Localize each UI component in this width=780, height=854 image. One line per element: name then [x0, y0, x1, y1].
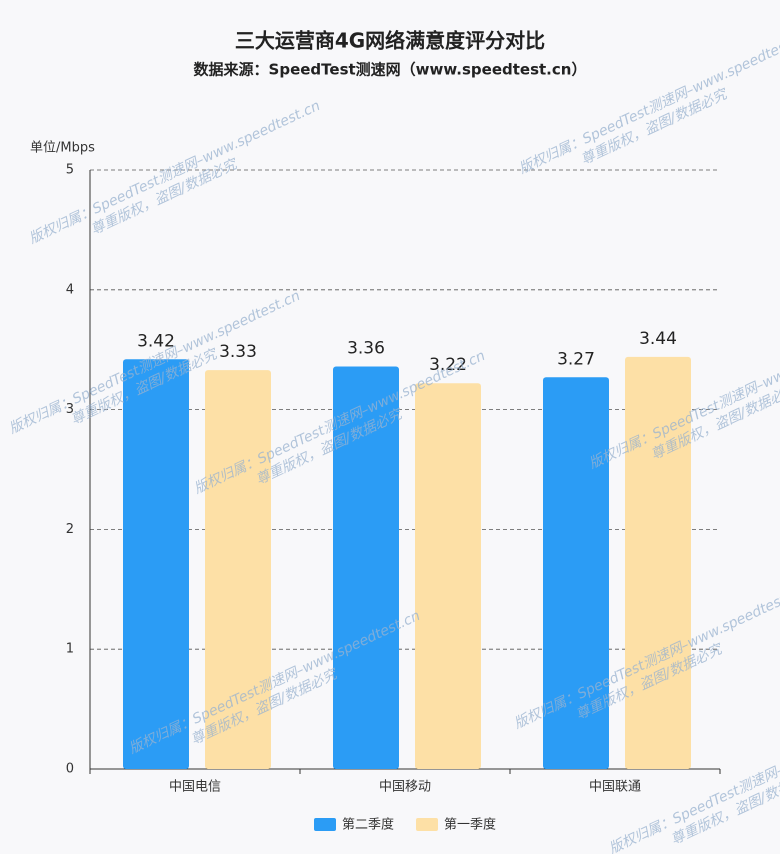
y-tick-label: 1 — [66, 642, 74, 657]
bar — [333, 366, 399, 769]
bar — [415, 383, 481, 769]
bar — [205, 370, 271, 769]
value-label: 3.42 — [137, 331, 175, 351]
x-tick-label: 中国移动 — [379, 780, 431, 795]
watermark: 版权归属：SpeedTest测速网–www.speedtest.cn尊重版权，盗… — [517, 28, 780, 177]
y-tick-label: 5 — [66, 163, 74, 178]
bar — [625, 356, 691, 769]
watermark-text: 版权归属：SpeedTest测速网–www.speedtest.cn — [517, 28, 780, 177]
y-tick-label: 3 — [66, 402, 74, 417]
y-tick-label: 0 — [66, 762, 74, 777]
chart-subtitle: 数据来源：SpeedTest测速网（www.speedtest.cn） — [194, 61, 587, 79]
legend-swatch — [416, 818, 438, 831]
y-axis-label: 单位/Mbps — [30, 141, 95, 156]
legend-swatch — [314, 818, 336, 831]
x-tick-label: 中国联通 — [589, 780, 641, 795]
y-tick-label: 2 — [66, 522, 74, 537]
value-label: 3.22 — [429, 355, 467, 375]
value-label: 3.33 — [219, 342, 257, 362]
legend-label: 第一季度 — [444, 817, 496, 833]
x-tick-label: 中国电信 — [169, 780, 221, 795]
bar — [123, 359, 189, 769]
value-label: 3.36 — [347, 338, 385, 358]
chart-title: 三大运营商4G网络满意度评分对比 — [235, 29, 545, 53]
bar — [543, 377, 609, 769]
value-label: 3.44 — [639, 329, 677, 349]
watermark: 版权归属：SpeedTest测速网–www.speedtest.cn尊重版权，盗… — [27, 98, 323, 247]
value-label: 3.27 — [557, 349, 595, 369]
legend-label: 第二季度 — [342, 817, 394, 833]
y-tick-label: 4 — [66, 282, 74, 297]
